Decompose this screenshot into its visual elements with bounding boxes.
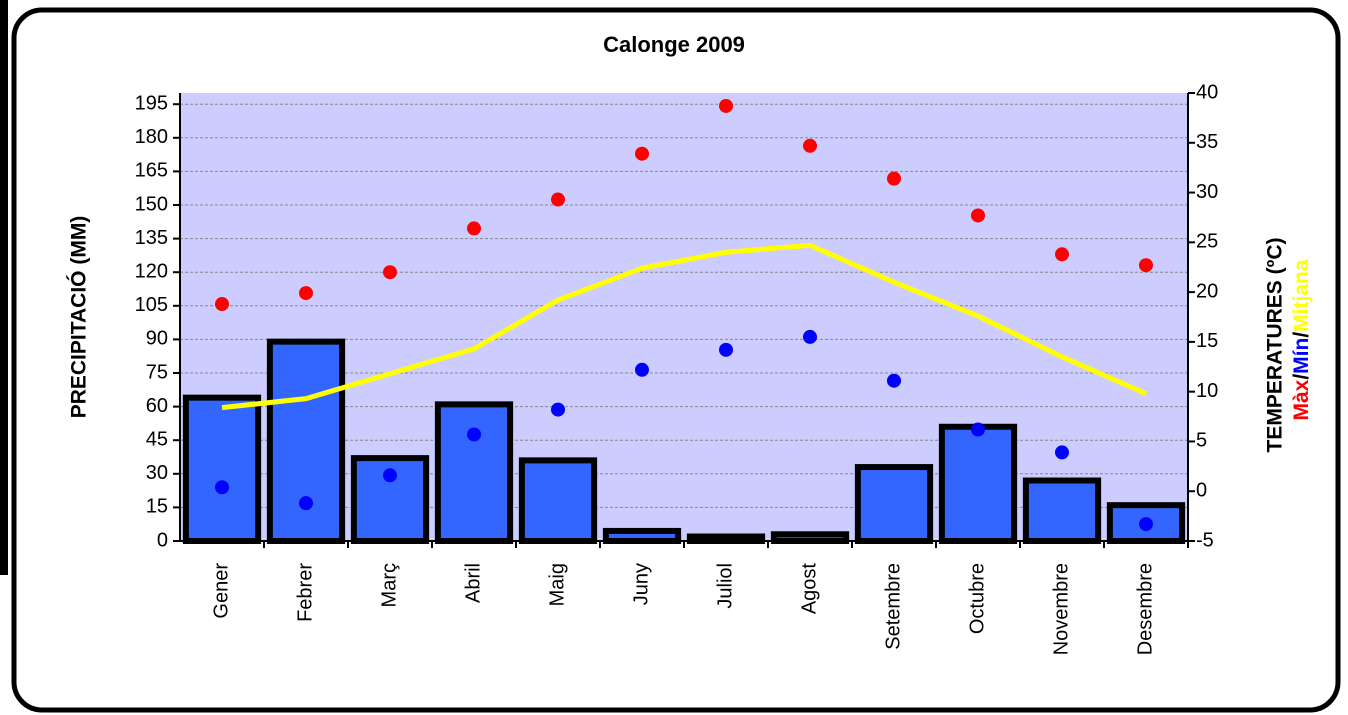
y-tick-label: 165 [135, 160, 168, 182]
y-tick-label: 180 [135, 126, 168, 148]
bar [518, 457, 598, 544]
x-tick-label: Maig [546, 563, 568, 606]
x-tick-label: Gener [210, 563, 232, 619]
temp-point [383, 468, 397, 483]
y-tick-label: 90 [146, 328, 168, 350]
temp-point [635, 362, 649, 377]
bar [602, 527, 682, 544]
y2-tick-label: 30 [1196, 181, 1218, 203]
temp-point [719, 98, 733, 113]
bar [182, 394, 262, 545]
temp-point [803, 138, 817, 153]
chart-title: Calonge 2009 [603, 32, 745, 57]
temp-point [215, 480, 229, 495]
y-tick-label: 195 [135, 92, 168, 114]
bar [686, 533, 766, 545]
y-tick-label: 75 [146, 361, 168, 383]
mean-line [221, 242, 1148, 411]
y-tick-label: 60 [146, 395, 168, 417]
x-tick-label: Novembre [1050, 563, 1072, 655]
temp-point [803, 329, 817, 344]
temp-point [1055, 445, 1069, 460]
legend: Màx/Mín/Mitjana [1290, 259, 1313, 420]
temp-point [1139, 517, 1153, 532]
y-tick-label: 135 [135, 227, 168, 249]
separator: / [1290, 374, 1313, 380]
y-tick-label: 105 [135, 294, 168, 316]
y2-tick-label: 10 [1196, 380, 1218, 402]
legend-entry: Mitjana [1290, 259, 1313, 332]
plot-area [180, 93, 1188, 541]
x-tick-label: Abril [462, 563, 484, 603]
y2-tick-label: -5 [1196, 529, 1214, 551]
y2-tick-label: 25 [1196, 231, 1218, 253]
y2-tick-label: 0 [1196, 480, 1207, 502]
temp-point [1055, 247, 1069, 262]
temp-point [719, 342, 733, 357]
y-axis-title: PRECIPITACIÓ (MM) [67, 216, 91, 419]
temp-point [215, 297, 229, 312]
temp-point [383, 265, 397, 280]
y2-axis-title: TEMPERATURES (ºC) [1264, 238, 1287, 453]
temp-point [971, 422, 985, 437]
bar [854, 464, 934, 544]
temp-point [467, 221, 481, 236]
temp-point [635, 146, 649, 161]
y-tick-label: 120 [135, 260, 168, 282]
temp-point [1139, 258, 1153, 273]
x-tick-label: Octubre [966, 563, 988, 634]
x-tick-label: Setembre [882, 563, 904, 650]
y-tick-label: 0 [157, 529, 168, 551]
temp-point [887, 373, 901, 388]
bar [770, 531, 850, 545]
y2-tick-label: 5 [1196, 430, 1207, 452]
y2-tick-label: 20 [1196, 280, 1218, 302]
x-tick-label: Agost [798, 563, 820, 615]
y-tick-label: 15 [146, 496, 168, 518]
temp-point [971, 208, 985, 223]
x-tick-label: Març [378, 563, 400, 607]
temp-point [887, 171, 901, 186]
y-tick-label: 45 [146, 428, 168, 450]
legend-entry: Màx [1290, 379, 1313, 420]
bar [1022, 477, 1102, 544]
y-tick-label: 150 [135, 193, 168, 215]
x-tick-label: Desembre [1134, 563, 1156, 655]
y-tick-label: 30 [146, 462, 168, 484]
bar [434, 401, 514, 544]
x-tick-label: Juny [630, 563, 652, 605]
y2-tick-label: 35 [1196, 131, 1218, 153]
edge [0, 0, 8, 575]
temp-point [551, 402, 565, 417]
temp-point [299, 286, 313, 301]
y2-tick-label: 15 [1196, 330, 1218, 352]
separator: / [1290, 332, 1313, 338]
y2-tick-label: 40 [1196, 81, 1218, 103]
x-tick-label: Febrer [294, 563, 316, 622]
bar [938, 423, 1018, 545]
legend-entry: Mín [1290, 338, 1313, 374]
temp-point [299, 496, 313, 511]
temp-point [551, 192, 565, 207]
x-tick-label: Juliol [714, 563, 736, 609]
temp-point [467, 427, 481, 442]
bar [266, 338, 346, 545]
